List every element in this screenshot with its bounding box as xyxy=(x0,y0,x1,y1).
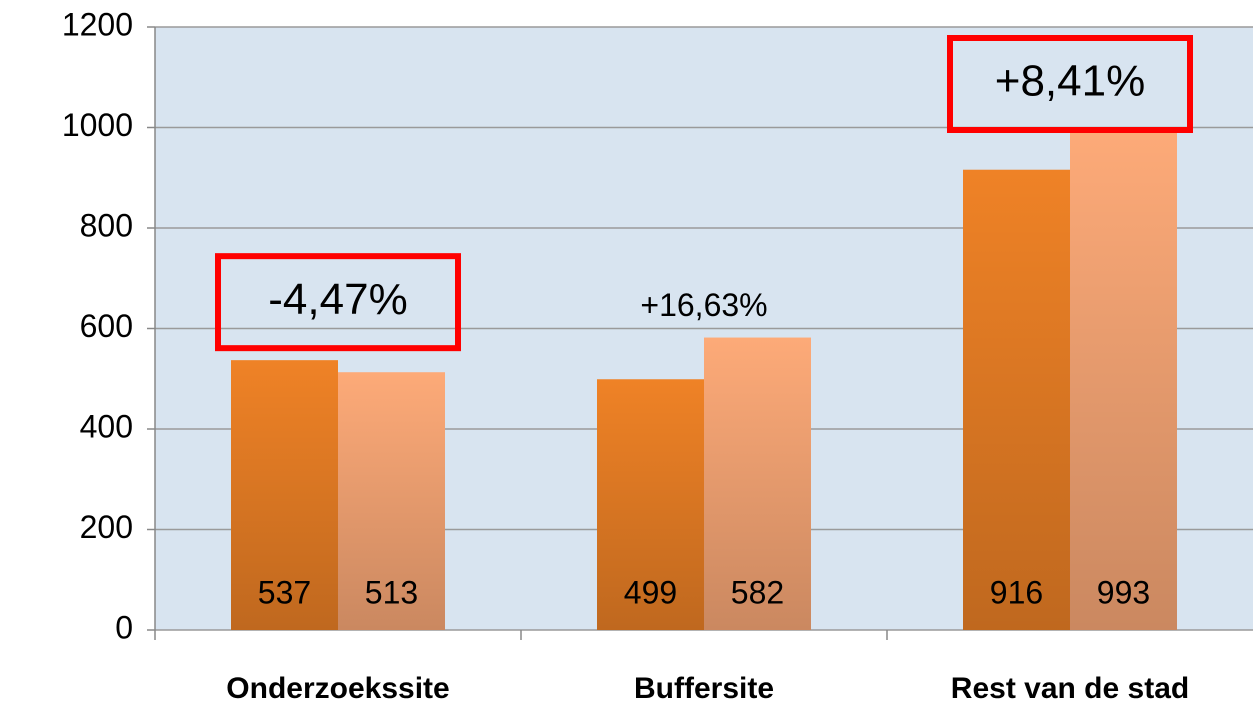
value-label: 993 xyxy=(1097,574,1150,610)
value-label: 537 xyxy=(258,574,311,610)
annotation: +16,63% xyxy=(640,287,767,323)
y-tick-label: 600 xyxy=(80,308,133,344)
x-tick-label: Buffersite xyxy=(634,672,774,705)
bar-shade xyxy=(231,360,338,630)
bar-shade xyxy=(597,379,704,630)
bar-shade xyxy=(704,337,811,630)
x-tick-label: Onderzoekssite xyxy=(226,672,449,705)
value-label: 513 xyxy=(365,574,418,610)
value-label: 916 xyxy=(990,574,1043,610)
value-label: 582 xyxy=(731,574,784,610)
annotation-box xyxy=(215,253,461,352)
bar-shade xyxy=(1070,131,1177,630)
bar-shade xyxy=(963,169,1070,630)
y-tick-label: 200 xyxy=(80,509,133,545)
y-tick-label: 400 xyxy=(80,408,133,444)
x-tick-label: Rest van de stad xyxy=(951,672,1189,705)
y-tick-label: 0 xyxy=(115,609,133,645)
annotation: +8,41% xyxy=(995,57,1145,106)
y-tick-label: 1000 xyxy=(62,107,133,143)
value-label: 499 xyxy=(624,574,677,610)
y-tick-label: 1200 xyxy=(62,6,133,42)
y-tick-label: 800 xyxy=(80,207,133,243)
annotation: -4,47% xyxy=(268,275,407,324)
bar-shade xyxy=(338,372,445,630)
annotation-box xyxy=(947,35,1193,133)
